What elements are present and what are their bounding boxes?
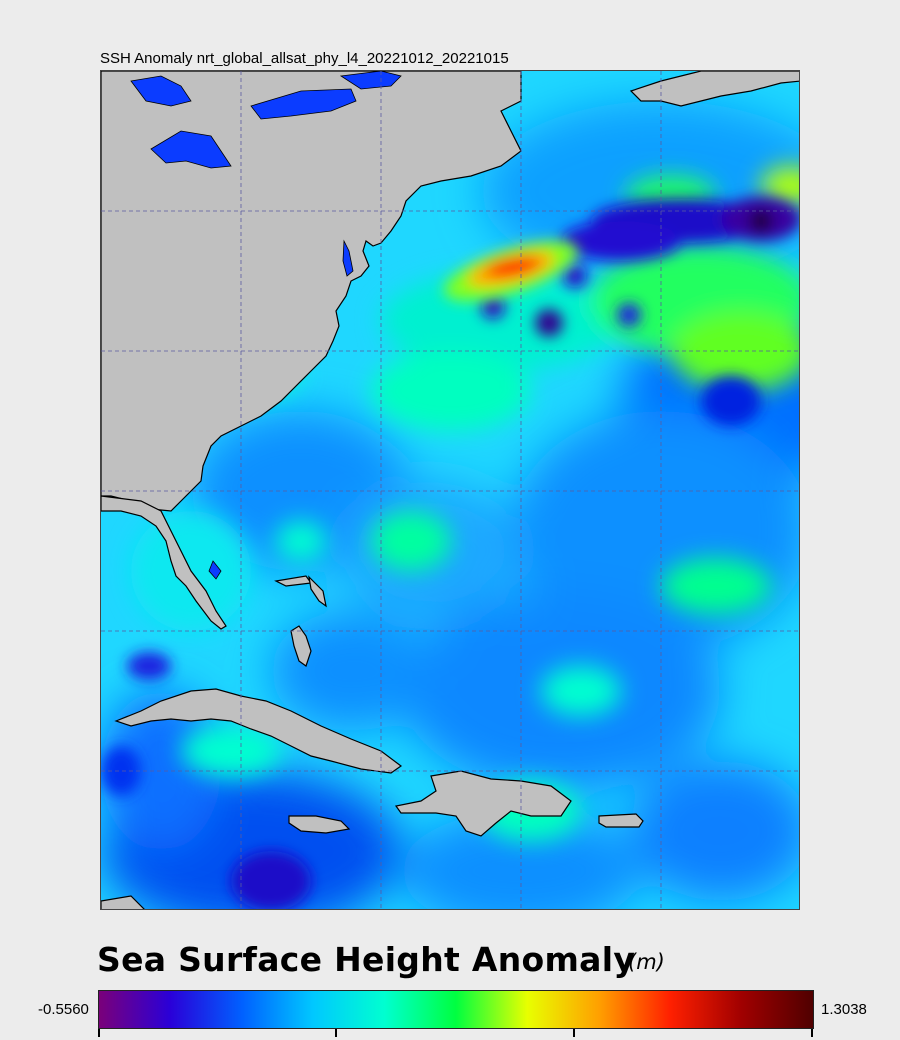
colorbar-tick: [573, 1029, 575, 1037]
colorbar-tick: [98, 1029, 100, 1037]
colorbar-max-label: 1.3038: [821, 1001, 867, 1018]
graticule: [101, 71, 799, 909]
map-title: SSH Anomaly nrt_global_allsat_phy_l4_202…: [100, 50, 509, 67]
colorbar-tick: [811, 1029, 813, 1037]
land: [101, 71, 799, 909]
ssh-map-canvas: [101, 71, 799, 909]
ssh-field-mid: [131, 166, 799, 841]
legend-unit: (m): [628, 950, 665, 974]
ssh-field-eddies: [101, 197, 799, 909]
ssh-map: [100, 70, 800, 910]
lakes: [130, 71, 402, 580]
colorbar-min-label: -0.5560: [38, 1001, 89, 1018]
colorbar: [98, 990, 814, 1029]
warm-core-eddy: [444, 240, 578, 302]
colorbar-tick: [335, 1029, 337, 1037]
legend-title: Sea Surface Height Anomaly: [97, 940, 636, 979]
